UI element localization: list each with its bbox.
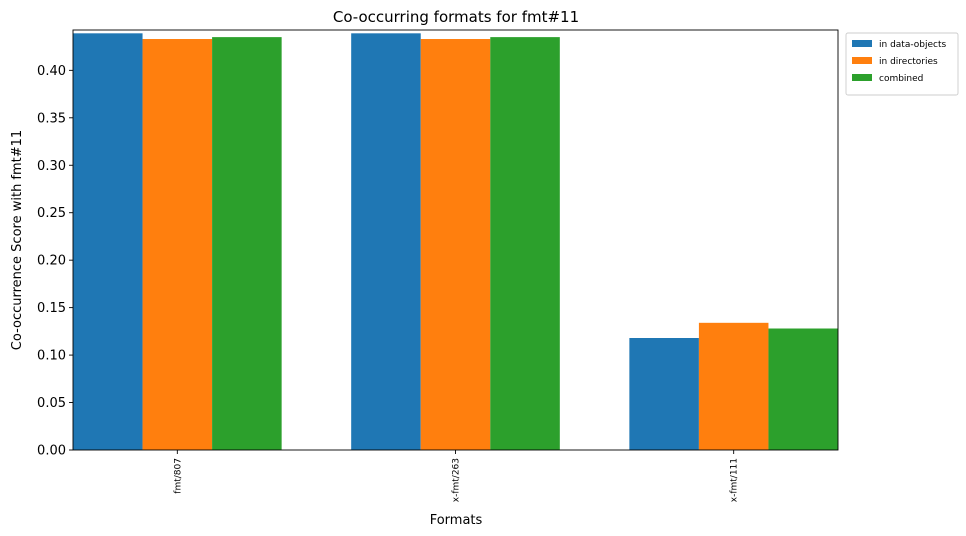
y-tick-label: 0.05 (37, 396, 66, 411)
y-axis-label: Co-occurrence Score with fmt#11 (10, 130, 25, 350)
y-axis: 0.00 0.05 0.10 0.15 0.20 0.25 0.30 0.35 0.40 (37, 64, 73, 459)
x-axis-label: Formats (430, 513, 483, 528)
legend-frame (845, 32, 959, 96)
bar-combined-x-fmt-111 (768, 328, 838, 450)
y-tick-label: 0.30 (37, 159, 66, 174)
bar-in-data-objects-fmt-807 (73, 33, 143, 451)
bar-in-data-objects-x-fmt-263 (351, 33, 421, 451)
bars-group (73, 33, 838, 451)
legend-label: in directories (879, 57, 938, 67)
bar-in-directories-fmt-807 (142, 39, 213, 451)
legend-swatch (852, 57, 872, 64)
bar-in-data-objects-x-fmt-111 (629, 338, 699, 450)
bar-combined-x-fmt-263 (490, 37, 560, 450)
bar-combined-fmt-807 (212, 37, 282, 450)
y-tick-label: 0.20 (37, 254, 66, 269)
y-tick-label: 0.35 (37, 111, 66, 126)
chart-title: Co-occurring formats for fmt#11 (333, 8, 579, 26)
y-tick-label: 0.15 (37, 301, 66, 316)
legend-swatch (852, 40, 872, 47)
bar-in-directories-x-fmt-111 (698, 322, 769, 450)
x-axis: fmt/807 x-fmt/263 x-fmt/111 (173, 450, 740, 502)
legend: in data-objects in directories combined (845, 32, 959, 96)
x-tick-label: fmt/807 (173, 458, 183, 494)
legend-label: combined (879, 74, 923, 84)
legend-label: in data-objects (879, 40, 946, 50)
y-tick-label: 0.10 (37, 349, 66, 364)
y-tick-label: 0.00 (37, 444, 66, 459)
y-tick-label: 0.40 (37, 64, 66, 79)
plot-frame (72, 29, 839, 451)
y-tick-label: 0.25 (37, 206, 66, 221)
legend-swatch (852, 74, 872, 81)
bar-in-directories-x-fmt-263 (420, 39, 491, 451)
x-tick-label: x-fmt/263 (452, 458, 462, 502)
x-tick-label: x-fmt/111 (730, 458, 740, 502)
